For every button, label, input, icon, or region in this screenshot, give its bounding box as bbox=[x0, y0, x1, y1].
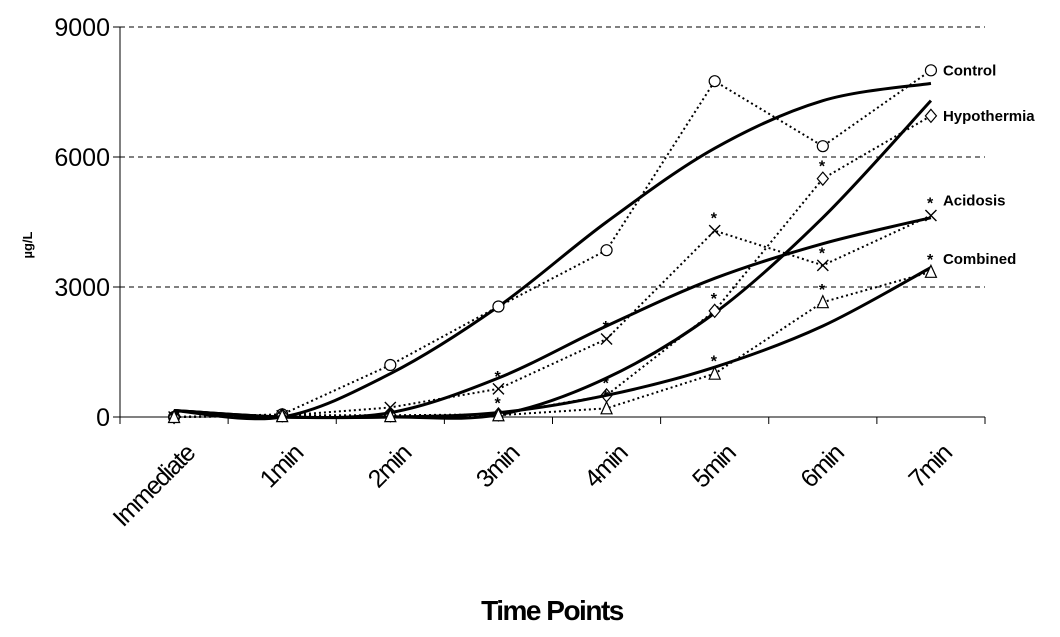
series-acidosis: ***** bbox=[168, 196, 937, 423]
significance-star: * bbox=[927, 252, 934, 269]
data-point bbox=[492, 407, 505, 422]
data-point bbox=[600, 244, 613, 257]
significance-star: * bbox=[603, 319, 610, 336]
data-point bbox=[708, 224, 721, 237]
data-point bbox=[924, 108, 938, 124]
significance-star: * bbox=[819, 282, 826, 299]
series-label: Control bbox=[943, 62, 996, 79]
gridlines bbox=[120, 26, 985, 288]
data-point bbox=[816, 140, 829, 153]
data-point bbox=[383, 408, 397, 423]
x-tick-label: 5min bbox=[687, 439, 741, 493]
labels: 0 3000 6000 9000 Immediate 1min 2min 3min 4min 5m… bbox=[54, 14, 1035, 532]
series: ********* **** bbox=[167, 64, 938, 425]
y-axis-title: µg/L bbox=[20, 231, 35, 258]
significance-star: * bbox=[711, 211, 718, 228]
significance-star: * bbox=[819, 245, 826, 262]
data-point bbox=[924, 263, 938, 278]
data-point bbox=[492, 382, 505, 395]
series-label: Hypothermia bbox=[943, 108, 1035, 125]
trend-line bbox=[173, 216, 932, 419]
trend-line bbox=[173, 81, 932, 421]
axes bbox=[113, 26, 986, 424]
x-tick-label: 3min bbox=[471, 439, 525, 493]
data-point bbox=[167, 409, 181, 424]
series-label: Combined bbox=[943, 251, 1016, 268]
x-tick-label: 1min bbox=[255, 439, 309, 493]
y-tick-label: 9000 bbox=[54, 14, 110, 42]
significance-star: * bbox=[711, 291, 718, 308]
data-point bbox=[384, 358, 397, 372]
data-point bbox=[816, 259, 829, 272]
data-point bbox=[275, 408, 289, 423]
significance-star: * bbox=[603, 375, 610, 392]
data-point bbox=[492, 300, 505, 313]
series-line bbox=[174, 270, 932, 418]
data-point bbox=[708, 75, 721, 88]
data-point bbox=[924, 209, 937, 222]
data-point bbox=[384, 401, 397, 414]
data-point bbox=[708, 365, 722, 380]
significance-star: * bbox=[603, 388, 610, 405]
series-line bbox=[174, 214, 932, 418]
data-point bbox=[600, 333, 613, 345]
x-tick-label: 4min bbox=[579, 439, 633, 493]
trend-line bbox=[173, 266, 932, 420]
data-point bbox=[816, 171, 830, 187]
data-point bbox=[708, 303, 721, 319]
x-tick-label: 7min bbox=[903, 439, 957, 493]
series-label: Acidosis bbox=[943, 193, 1006, 210]
series-combined: * **** bbox=[167, 252, 938, 424]
data-point bbox=[600, 400, 613, 415]
y-tick-label: 3000 bbox=[54, 274, 110, 302]
x-tick-label: 2min bbox=[363, 439, 417, 493]
x-tick-label: 6min bbox=[795, 439, 849, 493]
data-point bbox=[924, 64, 938, 77]
significance-star: * bbox=[819, 159, 826, 176]
significance-star: * bbox=[927, 196, 934, 213]
y-tick-label: 6000 bbox=[54, 144, 110, 172]
series-line bbox=[174, 69, 932, 418]
data-point bbox=[816, 294, 830, 309]
y-tick-label: 0 bbox=[96, 404, 110, 432]
x-axis-title: Time Points bbox=[481, 595, 624, 626]
significance-star: * bbox=[494, 369, 501, 386]
significance-star: * bbox=[711, 354, 718, 371]
significance-star: * bbox=[494, 395, 501, 412]
x-tick-label: Immediate bbox=[108, 439, 201, 532]
